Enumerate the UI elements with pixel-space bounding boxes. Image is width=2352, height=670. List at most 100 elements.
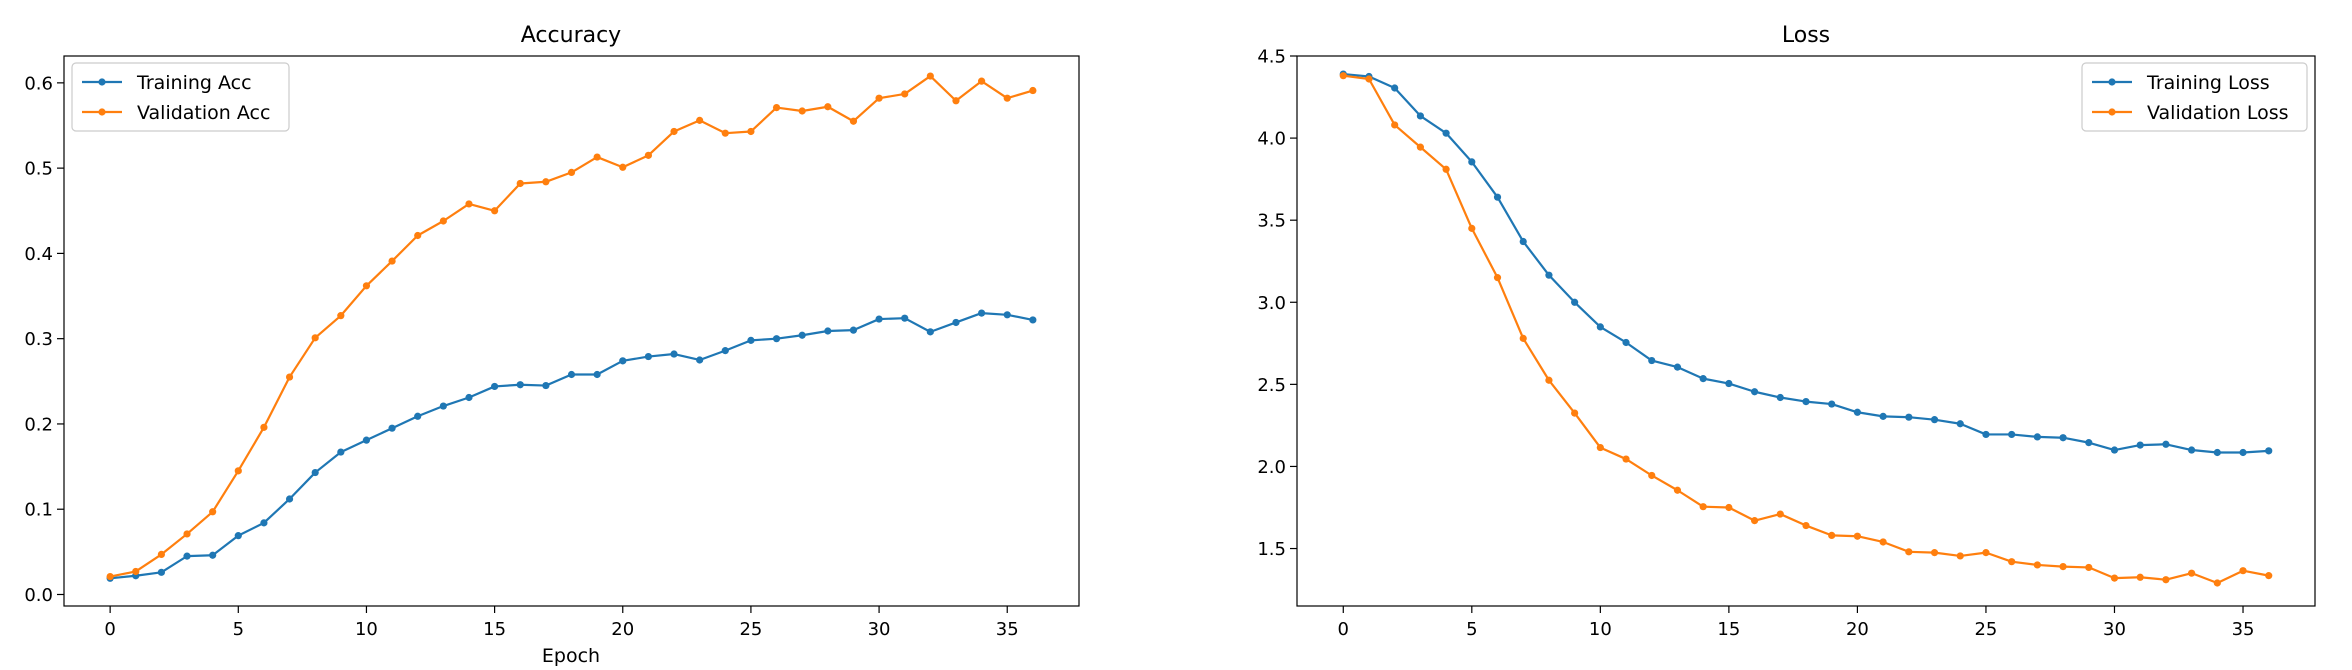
data-point-training-loss [1391, 84, 1399, 92]
data-point-training-acc [1003, 311, 1011, 319]
data-point-validation-loss [1468, 224, 1476, 232]
data-point-validation-acc [696, 116, 704, 124]
data-point-validation-loss [1339, 72, 1347, 80]
loss-x-tick-label: 15 [1717, 619, 1740, 640]
data-point-training-loss [1956, 420, 1964, 428]
data-point-validation-acc [542, 178, 550, 186]
data-point-validation-acc [311, 334, 319, 342]
data-point-validation-acc [593, 153, 601, 161]
data-point-validation-acc [362, 282, 371, 290]
loss-y-tick-label: 3.0 [1257, 293, 1286, 314]
acc-x-tick-label: 10 [355, 619, 378, 640]
data-point-training-acc [414, 412, 422, 420]
legend-label-training-acc: Training Acc [136, 72, 252, 94]
loss-legend: Training Loss Validation Loss [2081, 62, 2308, 132]
acc-y-tick-label: 0.3 [24, 329, 53, 350]
accuracy-panel: Accuracy 0.0 0.1 0.2 0.3 0.4 0.5 0.6 0 5 10 15 20 2… [24, 23, 1080, 667]
data-point-training-acc [260, 519, 268, 527]
data-point-validation-loss [1365, 75, 1373, 83]
data-point-training-acc [439, 402, 447, 410]
data-point-validation-loss [1802, 521, 1810, 530]
data-point-validation-acc [901, 90, 909, 98]
acc-y-tick-label: 0.5 [24, 159, 53, 180]
data-point-validation-acc [516, 179, 524, 188]
data-point-validation-loss [2239, 567, 2247, 575]
legend-label-training-loss: Training Loss [2146, 72, 2270, 94]
loss-x-tick-label: 10 [1589, 619, 1612, 640]
legend-entry-training-acc: Training Acc [82, 72, 252, 94]
data-point-training-acc [849, 326, 858, 334]
acc-x-tick-label: 20 [611, 619, 634, 640]
data-point-validation-loss [1648, 471, 1656, 480]
data-point-training-loss [1879, 412, 1887, 420]
data-point-training-acc [721, 347, 729, 355]
data-point-validation-acc [106, 572, 114, 581]
data-point-validation-acc [1029, 86, 1037, 95]
data-point-validation-acc [644, 151, 652, 159]
data-point-training-acc [311, 468, 319, 477]
data-point-validation-loss [1442, 165, 1450, 173]
acc-x-tick-label: 35 [996, 619, 1019, 640]
data-point-training-acc [926, 328, 934, 336]
data-point-validation-acc [285, 373, 294, 381]
data-point-training-loss [1725, 379, 1733, 388]
data-point-training-acc [465, 393, 473, 402]
legend-label-validation-acc: Validation Acc [137, 102, 270, 124]
data-point-training-loss [1622, 338, 1630, 347]
loss-y-tick-label: 3.5 [1257, 211, 1286, 232]
data-point-training-acc [542, 381, 550, 390]
loss-x-tick-label: 30 [2103, 619, 2126, 640]
data-point-validation-acc [721, 129, 729, 137]
data-point-validation-loss [1699, 503, 1707, 511]
acc-x-tick-label: 30 [868, 619, 891, 640]
data-point-validation-loss [1828, 531, 1836, 540]
data-point-validation-acc [798, 107, 806, 115]
loss-x-tick-label: 25 [1974, 619, 1997, 640]
data-point-validation-loss [2265, 572, 2273, 580]
legend-entry-training-loss: Training Loss [2092, 72, 2270, 94]
loss-panel: Loss 1.5 2.0 2.5 3.0 3.5 4.0 4.5 0 5 10 15 20 25 30 3… [1257, 23, 2316, 640]
data-point-training-loss [1699, 375, 1707, 383]
accuracy-plot-area [64, 56, 1079, 606]
acc-y-tick-label: 0.6 [24, 73, 53, 94]
data-point-training-acc [824, 327, 832, 335]
legend-marker-validation-loss [2108, 108, 2116, 116]
data-point-validation-acc [388, 257, 396, 265]
acc-x-tick-label: 5 [233, 619, 244, 640]
loss-title: Loss [1782, 23, 1830, 48]
data-point-training-loss [2265, 447, 2273, 455]
data-point-training-loss [1750, 388, 1759, 396]
data-point-validation-acc [824, 103, 832, 111]
data-point-training-acc [952, 318, 960, 327]
data-point-training-acc [491, 382, 499, 391]
data-point-training-acc [670, 350, 678, 358]
data-point-training-acc [747, 336, 755, 344]
loss-plot-frame [1296, 55, 2316, 607]
data-point-validation-acc [414, 231, 422, 240]
acc-y-tick-label: 0.4 [24, 244, 53, 265]
data-point-training-loss [1571, 298, 1579, 306]
data-point-training-loss [1930, 416, 1939, 424]
data-point-training-acc [619, 357, 627, 365]
data-point-training-loss [1802, 397, 1810, 406]
data-point-training-acc [1029, 316, 1037, 324]
data-point-validation-loss [1956, 552, 1964, 560]
data-point-validation-loss [1776, 510, 1784, 518]
data-point-training-loss [1673, 363, 1682, 371]
data-point-validation-loss [1879, 538, 1887, 546]
data-point-training-loss [1596, 323, 1604, 331]
data-point-training-loss [1493, 193, 1502, 201]
accuracy-x-axis: 0 5 10 15 20 25 30 35 [104, 606, 1019, 640]
accuracy-x-axis-label: Epoch [542, 645, 600, 667]
data-point-validation-loss [2136, 573, 2144, 581]
data-point-training-acc [875, 315, 883, 323]
legend-marker-training-loss [2108, 78, 2116, 86]
accuracy-series-group [106, 72, 1037, 582]
data-point-validation-loss [1725, 503, 1733, 512]
data-point-validation-loss [1493, 274, 1502, 282]
data-point-training-loss [2162, 440, 2170, 448]
loss-y-axis: 1.5 2.0 2.5 3.0 3.5 4.0 4.5 [1257, 47, 1297, 560]
data-point-validation-acc [439, 217, 447, 225]
data-point-validation-loss [2059, 562, 2067, 571]
